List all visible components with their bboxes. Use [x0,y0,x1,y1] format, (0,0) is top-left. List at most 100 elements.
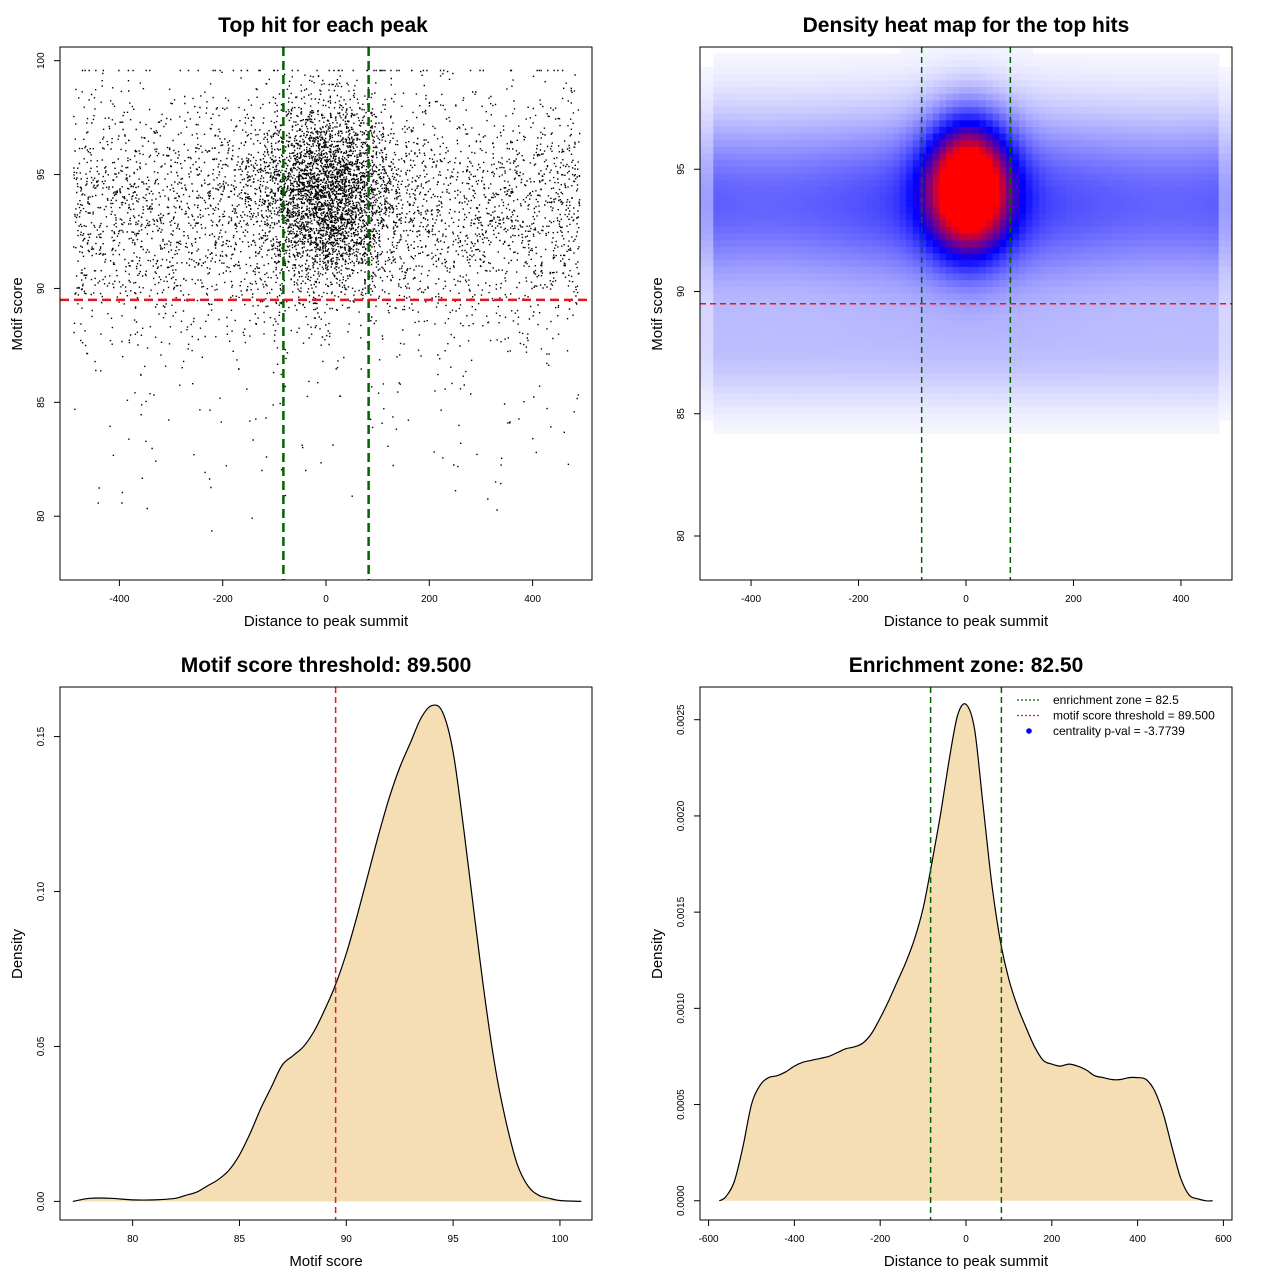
heatmap-cell [1112,360,1120,368]
heatmap-cell [1225,206,1232,215]
heatmap-cell [806,160,814,168]
heatmap-cell [733,73,741,81]
heatmap-cell [1145,266,1153,275]
heatmap-cell [946,406,954,415]
heatmap-cell [839,360,847,368]
heatmap-cell [799,173,808,181]
heatmap-cell [819,173,827,181]
heatmap-cell [819,253,827,261]
heatmap-cell [999,206,1007,215]
heatmap-cell [1145,320,1153,328]
heatmap-cell [1112,340,1120,348]
heatmap-cell [892,293,901,301]
heatmap-cell [939,53,947,61]
heatmap-cell [1005,366,1014,375]
heatmap-cell [1178,200,1187,208]
heatmap-cell [793,346,801,355]
heatmap-cell [912,220,921,228]
heatmap-cell [1158,246,1167,255]
heatmap-cell [886,366,894,375]
heatmap-cell [1112,293,1120,301]
heatmap-cell [966,293,974,301]
heatmap-cell [1105,280,1113,288]
heatmap-cell [1005,107,1014,115]
heatmap-cell [806,426,814,435]
heatmap-cell [926,413,934,421]
heatmap-cell [879,420,887,428]
heatmap-cell [1105,120,1113,128]
heatmap-cell [1105,226,1113,235]
heatmap-cell [859,240,867,248]
heatmap-cell [906,280,914,288]
heatmap-cell [706,80,714,88]
heatmap-cell [1105,266,1113,275]
heatmap-cell [892,113,901,121]
heatmap-cell [819,340,827,348]
heatmap-cell [1178,73,1187,81]
heatmap-cell [999,73,1007,81]
heatmap-cell [892,360,901,368]
heatmap-cell [1178,60,1187,68]
heatmap-cell [826,386,834,395]
heatmap-cell [1198,200,1207,208]
heatmap-cell [846,53,854,61]
heatmap-cell [726,373,734,381]
heatmap-cell [1019,353,1027,361]
heatmap-cell [1052,353,1060,361]
heatmap-cell [1119,280,1127,288]
heatmap-cell [1059,373,1067,381]
heatmap-cell [899,226,907,235]
heatmap-cell [919,173,927,181]
heatmap-cell [859,80,867,88]
heatmap-cell [1225,320,1232,328]
heatmap-cell [720,160,728,168]
heatmap-cell [1099,193,1107,201]
heatmap-cell [972,346,980,355]
heatmap-cell [833,113,841,121]
heatmap-cell [1125,240,1133,248]
heatmap-cell [799,340,808,348]
heatmap-cell [886,293,894,301]
heatmap-cell [1012,67,1020,75]
heatmap-cell [713,113,721,121]
heatmap-cell [1205,67,1213,75]
heatmap-cell [946,326,954,335]
heatmap-cell [892,107,901,115]
heatmap-cell [1072,286,1080,295]
heatmap-cell [886,246,894,255]
heatmap-cell [1019,360,1027,368]
heatmap-cell [779,160,788,168]
heatmap-cell [846,426,854,435]
heatmap-cell [872,406,881,415]
heatmap-cell [826,173,834,181]
heatmap-cell [952,193,960,201]
heatmap-cell [972,280,980,288]
heatmap-cell [793,320,801,328]
heatmap-cell [1045,293,1054,301]
heatmap-cell [1158,146,1167,155]
heatmap-cell [939,266,947,275]
heatmap-cell [1119,320,1127,328]
heatmap-cell [1145,280,1153,288]
heatmap-cell [892,280,901,288]
heatmap-cell [912,67,921,75]
heatmap-cell [966,100,974,108]
heatmap-cell [959,426,967,435]
heatmap-cell [833,200,841,208]
heatmap-cell [753,93,761,101]
heatmap-cell [1119,253,1127,261]
heatmap-cell [819,213,827,221]
heatmap-cell [866,393,874,401]
heatmap-cell [1218,206,1226,215]
heatmap-cell [886,153,894,161]
heatmap-cell [972,233,980,241]
heatmap-cell [952,133,960,141]
heatmap-cell [759,260,768,268]
heatmap-cell [992,353,1000,361]
heatmap-cell [1165,333,1173,341]
heatmap-cell [966,73,974,81]
heatmap-cell [946,253,954,261]
heatmap-cell [1132,206,1140,215]
heatmap-cell [892,73,901,81]
heatmap-cell [959,226,967,235]
